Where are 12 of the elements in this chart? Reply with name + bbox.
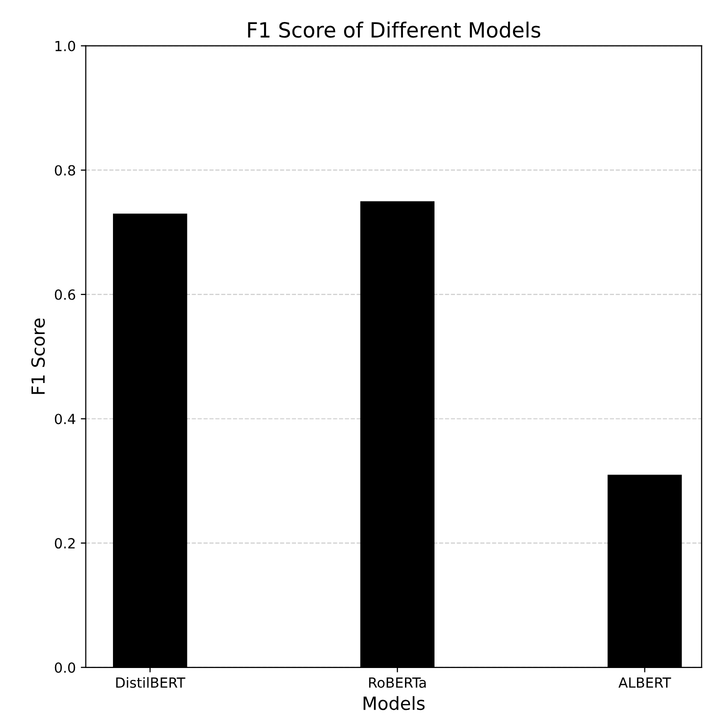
y-tick-label: 0.6 xyxy=(54,289,76,300)
y-tick-label: 1.0 xyxy=(55,40,76,52)
x-axis-title: Models xyxy=(364,696,425,710)
y-tick-label: 0.8 xyxy=(54,165,76,176)
x-tick-label: RoBERTa xyxy=(369,678,426,688)
y-tick-label: 0.4 xyxy=(54,414,76,424)
y-axis-title: F1 Score xyxy=(31,318,45,394)
x-tick-label: DistilBERT xyxy=(116,677,186,688)
y-tick-label: 0.0 xyxy=(54,662,76,673)
x-tick-label: ALBERT xyxy=(618,678,672,688)
y-tick-label: 0.2 xyxy=(54,538,75,549)
chart-title: F1 Score of Different Models xyxy=(248,22,540,38)
